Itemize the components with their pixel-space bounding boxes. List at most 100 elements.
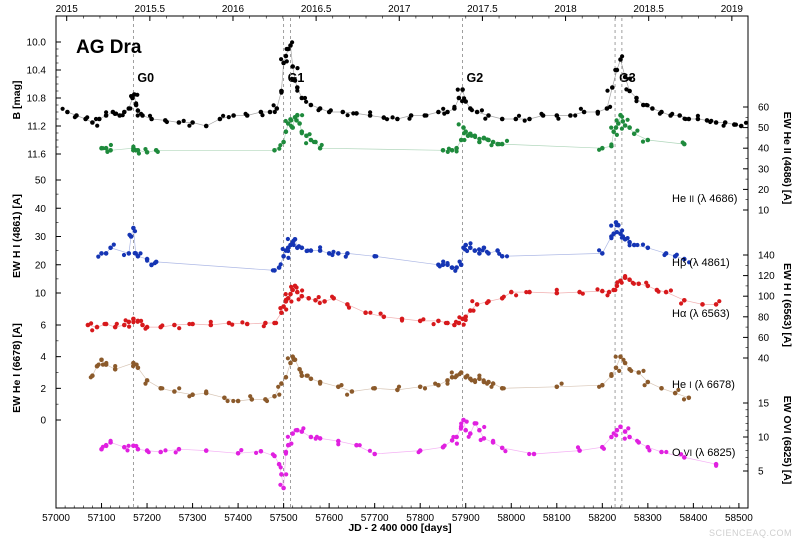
data-point-Hb	[291, 238, 296, 243]
data-point-HeII	[299, 131, 304, 136]
data-point-B	[613, 67, 618, 73]
x-tick-label: 58300	[634, 513, 662, 524]
x-tick-label: 57100	[88, 513, 116, 524]
series-label-part: He	[672, 379, 686, 391]
data-point-HeI	[681, 397, 687, 402]
data-point-OVI	[367, 448, 372, 453]
data-point-Ha	[631, 281, 637, 286]
data-point-B	[395, 116, 400, 122]
data-point-Hb	[477, 247, 482, 252]
data-point-Hb	[278, 262, 283, 267]
data-point-Ha	[131, 320, 136, 325]
data-point-B	[85, 115, 90, 120]
data-point-HeI	[449, 370, 454, 375]
data-point-OVI	[158, 449, 163, 455]
y-tick-label: 10	[35, 289, 47, 300]
data-point-Hb	[614, 223, 619, 228]
data-point-Ha	[527, 289, 532, 295]
data-point-Ha	[717, 299, 722, 304]
data-point-Ha	[461, 322, 466, 327]
data-point-Ha	[274, 320, 279, 326]
data-point-HeII	[131, 148, 136, 153]
data-point-HeI	[477, 373, 482, 378]
data-point-HeI	[621, 357, 626, 362]
x-tick-label: 57400	[224, 513, 252, 524]
y-tick-label: 15	[758, 399, 770, 410]
data-point-Ha	[317, 300, 322, 306]
data-point-OVI	[281, 485, 286, 491]
series-trend-line-B	[67, 44, 742, 127]
series-label-part: II	[689, 194, 694, 204]
series-label-part: Hβ	[672, 257, 686, 269]
data-point-Ha	[554, 290, 560, 296]
event-lines: G0 G1 G2 G3	[132, 18, 636, 508]
data-point-HeI	[99, 357, 104, 363]
data-point-Ha	[381, 314, 387, 320]
y-tick-label: 10	[758, 433, 770, 444]
data-point-HeII	[311, 139, 316, 145]
data-point-OVI	[714, 463, 719, 468]
data-point-OVI	[416, 450, 421, 455]
data-point-HeI	[276, 384, 281, 389]
top-tick-label: 2017.5	[467, 4, 498, 15]
data-point-Ha	[636, 281, 641, 287]
data-point-OVI	[258, 449, 264, 454]
data-point-Hb	[635, 242, 640, 248]
data-point-HeI	[617, 368, 622, 373]
data-point-Ha	[122, 322, 127, 328]
data-point-Hb	[619, 235, 625, 240]
data-point-OVI	[126, 443, 131, 448]
data-point-B	[65, 109, 70, 115]
data-point-HeII	[504, 138, 510, 143]
data-point-Ha	[160, 323, 165, 328]
data-point-Ha	[679, 301, 684, 306]
data-point-HeII	[278, 143, 283, 148]
data-point-HeII	[143, 147, 148, 152]
data-point-Ha	[713, 302, 719, 307]
data-point-B	[295, 66, 300, 71]
data-point-Hb	[504, 254, 510, 259]
data-point-Ha	[627, 277, 632, 283]
y-tick-label: 20	[35, 260, 47, 271]
data-point-Ha	[605, 293, 610, 298]
data-point-HeII	[614, 132, 620, 137]
data-point-Ha	[230, 322, 235, 327]
data-point-HeII	[289, 123, 294, 129]
data-point-B	[738, 123, 744, 129]
data-point-HeII	[105, 149, 110, 154]
data-point-HeII	[462, 137, 467, 143]
data-point-Hb	[286, 255, 291, 260]
data-point-B	[657, 111, 663, 116]
data-point-HeI	[472, 378, 478, 383]
data-point-HeII	[597, 147, 602, 152]
data-point-Ha	[474, 302, 480, 307]
data-point-OVI	[682, 455, 687, 460]
data-point-HeII	[625, 117, 630, 122]
data-point-Ha	[470, 299, 475, 304]
data-point-HeI	[445, 381, 450, 386]
data-point-HeII	[454, 145, 459, 151]
data-point-Ha	[421, 317, 426, 322]
data-point-Ha	[135, 319, 140, 324]
data-point-B	[605, 88, 610, 93]
data-point-OVI	[622, 436, 627, 441]
data-point-Ha	[471, 308, 476, 313]
data-point-HeII	[627, 125, 632, 130]
data-point-Ha	[700, 302, 705, 307]
data-point-HeII	[472, 133, 478, 139]
data-point-Hb	[465, 248, 470, 254]
data-point-OVI	[622, 429, 628, 434]
data-point-HeI	[88, 375, 93, 380]
data-point-Ha	[514, 293, 519, 298]
data-point-B	[308, 102, 314, 108]
data-point-HeI	[645, 379, 651, 385]
y-tick-label: 100	[758, 292, 775, 303]
data-point-OVI	[270, 452, 275, 457]
data-point-Ha	[94, 324, 100, 330]
data-point-Ha	[431, 322, 436, 327]
data-point-OVI	[336, 442, 341, 447]
data-point-Ha	[288, 291, 293, 297]
data-point-B	[573, 113, 578, 118]
data-point-Ha	[554, 287, 559, 292]
data-point-HeII	[458, 137, 464, 143]
